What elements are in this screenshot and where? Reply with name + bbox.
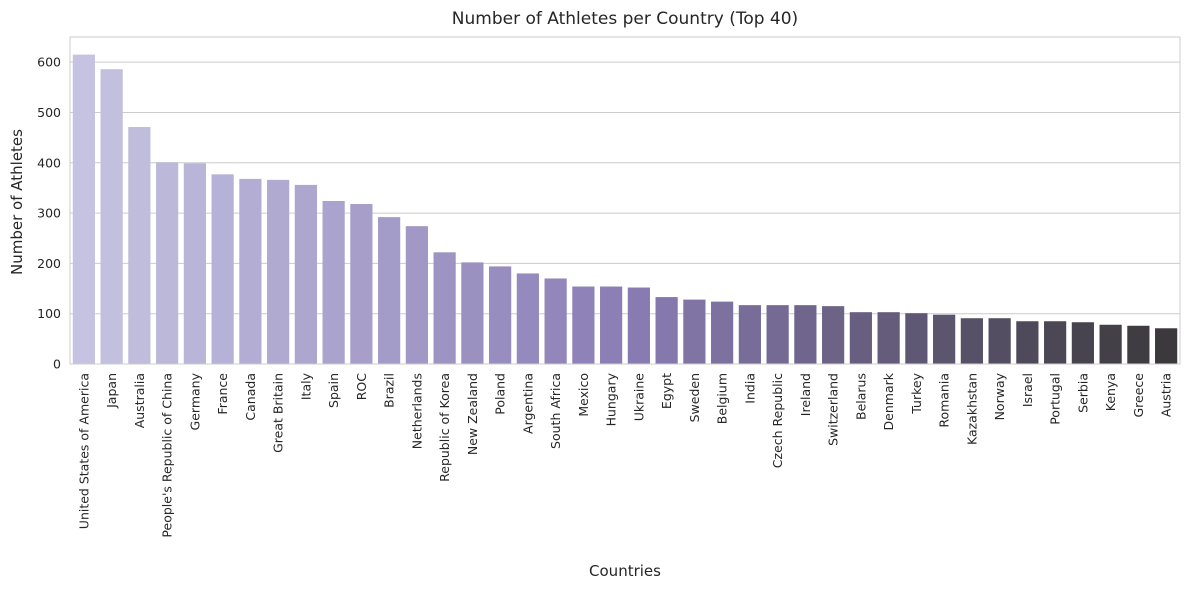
- bar: [1155, 328, 1178, 364]
- x-tick-label: Hungary: [604, 372, 619, 426]
- bar: [627, 287, 650, 364]
- bar: [405, 226, 428, 364]
- x-tick-label: Argentina: [520, 373, 535, 434]
- bar: [378, 217, 401, 364]
- bar: [100, 69, 123, 364]
- bar: [322, 201, 345, 364]
- x-tick-label: Republic of Korea: [437, 373, 452, 482]
- bar: [877, 312, 900, 364]
- x-tick-label: New Zealand: [465, 373, 480, 455]
- x-tick-label: Poland: [493, 373, 508, 415]
- bar: [544, 278, 567, 364]
- y-axis-label: Number of Athletes: [8, 129, 26, 275]
- bar: [1071, 322, 1094, 364]
- x-tick-label: Portugal: [1048, 373, 1063, 425]
- y-tick-label: 600: [37, 55, 61, 70]
- bar: [461, 262, 484, 364]
- x-tick-label: Japan: [104, 373, 119, 409]
- x-tick-label: Brazil: [382, 373, 397, 408]
- bar: [128, 127, 151, 364]
- y-tick-label: 0: [53, 357, 61, 372]
- x-tick-label: Spain: [326, 373, 341, 408]
- x-tick-label: ROC: [354, 373, 369, 401]
- x-tick-label: Kenya: [1103, 373, 1118, 411]
- x-tick-label: Mexico: [576, 373, 591, 417]
- bar: [239, 178, 262, 364]
- grid-lines: [70, 61, 1180, 365]
- x-axis-label: Countries: [589, 562, 661, 580]
- x-tick-label: Sweden: [687, 373, 702, 422]
- x-tick-label: Belgium: [715, 373, 730, 424]
- x-tick-label: Turkey: [909, 372, 924, 414]
- bar: [683, 299, 706, 364]
- x-tick-label: Israel: [1020, 373, 1035, 407]
- x-tick-label: Denmark: [881, 372, 896, 430]
- x-tick-label: Serbia: [1075, 373, 1090, 413]
- bar: [72, 54, 95, 364]
- bar: [1127, 325, 1150, 364]
- plot-frame: [69, 36, 1181, 365]
- x-tick-label: Germany: [187, 372, 202, 430]
- bar: [600, 286, 623, 364]
- x-tick-label: France: [215, 373, 230, 415]
- x-tick-label: Belarus: [853, 373, 868, 420]
- x-tick-label: Egypt: [659, 373, 674, 409]
- x-tick-label: Italy: [298, 372, 313, 400]
- bar: [572, 286, 595, 364]
- bar: [738, 305, 761, 364]
- x-tick-label: Kazakhstan: [964, 373, 979, 445]
- bar: [294, 184, 317, 364]
- x-tick-label: People's Republic of China: [160, 373, 175, 538]
- bar: [156, 162, 179, 364]
- bar: [822, 306, 845, 364]
- bar: [960, 318, 983, 364]
- y-tick-label: 500: [37, 105, 61, 120]
- bar: [766, 305, 789, 364]
- y-tick-label: 400: [37, 155, 61, 170]
- bar: [350, 204, 373, 364]
- x-tick-label: Ireland: [798, 373, 813, 416]
- y-tick-label: 100: [37, 306, 61, 321]
- bar: [905, 313, 928, 364]
- x-tick-label: Canada: [243, 373, 258, 421]
- x-tick-label: Czech Republic: [770, 373, 785, 468]
- bar: [933, 314, 956, 364]
- x-tick-label: Austria: [1159, 373, 1174, 417]
- bar: [794, 305, 817, 364]
- x-tick-label: Australia: [132, 373, 147, 428]
- x-tick-label: Romania: [937, 373, 952, 428]
- x-tick-label: Ukraine: [631, 373, 646, 422]
- bar: [183, 163, 206, 364]
- bar: [211, 174, 234, 364]
- bar: [1016, 321, 1039, 364]
- bar: [1044, 321, 1067, 364]
- bar: [711, 301, 734, 364]
- x-tick-label: Greece: [1131, 373, 1146, 418]
- x-tick-label: United States of America: [76, 373, 91, 529]
- bar: [655, 297, 678, 364]
- x-tick-label: India: [742, 373, 757, 404]
- bar: [849, 312, 872, 364]
- bars: [72, 54, 1178, 364]
- y-tick-label: 300: [37, 206, 61, 221]
- y-tick-label: 200: [37, 256, 61, 271]
- chart-title: Number of Athletes per Country (Top 40): [452, 9, 798, 29]
- bar: [267, 179, 290, 364]
- bar: [1099, 324, 1122, 364]
- x-tick-label: Netherlands: [409, 373, 424, 449]
- y-tick-labels: 0 100 200 300 400 500 600: [37, 55, 61, 372]
- bar: [516, 273, 539, 364]
- x-tick-labels: United States of America Japan Australia Pe…: [76, 372, 1173, 537]
- bar: [489, 266, 512, 364]
- bar: [433, 252, 456, 364]
- x-tick-label: Great Britain: [271, 373, 286, 453]
- x-tick-label: Switzerland: [826, 373, 841, 446]
- x-tick-label: Norway: [992, 372, 1007, 420]
- x-tick-label: South Africa: [548, 373, 563, 449]
- bar: [988, 318, 1011, 364]
